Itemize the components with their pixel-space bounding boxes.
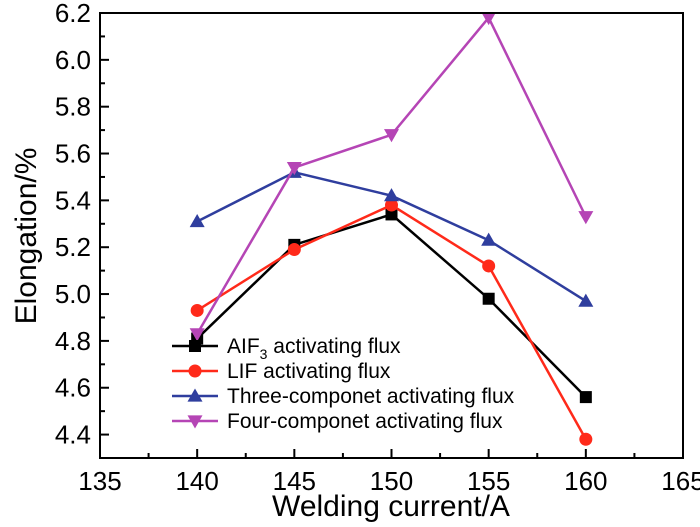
- y-tick-label: 6.0: [55, 45, 91, 75]
- data-point: [287, 243, 301, 257]
- y-tick-label: 5.4: [55, 185, 91, 215]
- data-point: [385, 198, 398, 212]
- series-2: [190, 198, 593, 446]
- plot-frame: [99, 12, 684, 459]
- legend-label: Three-componet activating flux: [227, 385, 515, 408]
- y-tick-label: 5.2: [55, 232, 91, 262]
- data-point: [482, 259, 496, 273]
- data-point: [189, 213, 205, 228]
- x-tick-label: 165: [661, 466, 700, 496]
- data-point: [286, 161, 302, 176]
- legend-item: AIF3 activating flux: [172, 335, 401, 362]
- data-point: [385, 208, 398, 221]
- x-tick-label: 160: [564, 466, 607, 496]
- series-line: [196, 15, 587, 335]
- data-point: [578, 293, 594, 307]
- data-point: [481, 12, 497, 26]
- legend-label: Four-componet activating flux: [227, 410, 503, 433]
- x-tick-label: 135: [78, 466, 121, 496]
- data-point: [579, 432, 593, 446]
- data-point: [190, 303, 204, 317]
- y-tick-label: 4.8: [55, 326, 91, 356]
- series-4: [189, 12, 594, 342]
- data-point: [384, 188, 399, 202]
- y-tick-label: 5.0: [55, 279, 91, 309]
- legend-label: AIF3 activating flux: [227, 335, 401, 362]
- x-tick-label: 145: [273, 466, 316, 496]
- y-tick-label: 4.4: [55, 420, 91, 450]
- legend-item: Four-componet activating flux: [172, 410, 503, 433]
- legend-item: Three-componet activating flux: [172, 385, 515, 408]
- x-tick-labels: 135 140 145 150 155 160 165: [78, 466, 700, 496]
- y-tick-label: 5.8: [55, 92, 91, 122]
- legend-item: LIF activating flux: [172, 360, 391, 383]
- y-tick-labels: 4.4 4.6 4.8 5.0 5.2 5.4 5.6 5.8 6.0 6.2: [55, 0, 91, 450]
- x-tick-label: 150: [370, 466, 413, 496]
- y-tick-label: 5.6: [55, 139, 91, 169]
- data-point: [384, 129, 399, 143]
- x-axis-label: Welding current/A: [272, 490, 510, 523]
- data-point: [189, 328, 205, 342]
- data-point: [481, 232, 497, 246]
- data-point: [188, 364, 202, 378]
- data-point: [187, 388, 203, 402]
- legend-label: LIF activating flux: [227, 360, 391, 383]
- x-tick-label: 155: [467, 466, 510, 496]
- data-point: [482, 292, 495, 305]
- series-layer: [189, 12, 594, 446]
- series-3: [189, 164, 594, 307]
- data-point: [187, 415, 203, 429]
- y-tick-label: 6.2: [55, 0, 91, 28]
- series-1: [191, 208, 592, 404]
- x-tick-label: 140: [175, 466, 218, 496]
- data-point: [578, 211, 594, 225]
- data-point: [579, 391, 592, 404]
- y-axis-label: Elongation/%: [10, 148, 43, 325]
- y-tick-label: 4.6: [55, 373, 91, 403]
- data-point: [189, 340, 201, 352]
